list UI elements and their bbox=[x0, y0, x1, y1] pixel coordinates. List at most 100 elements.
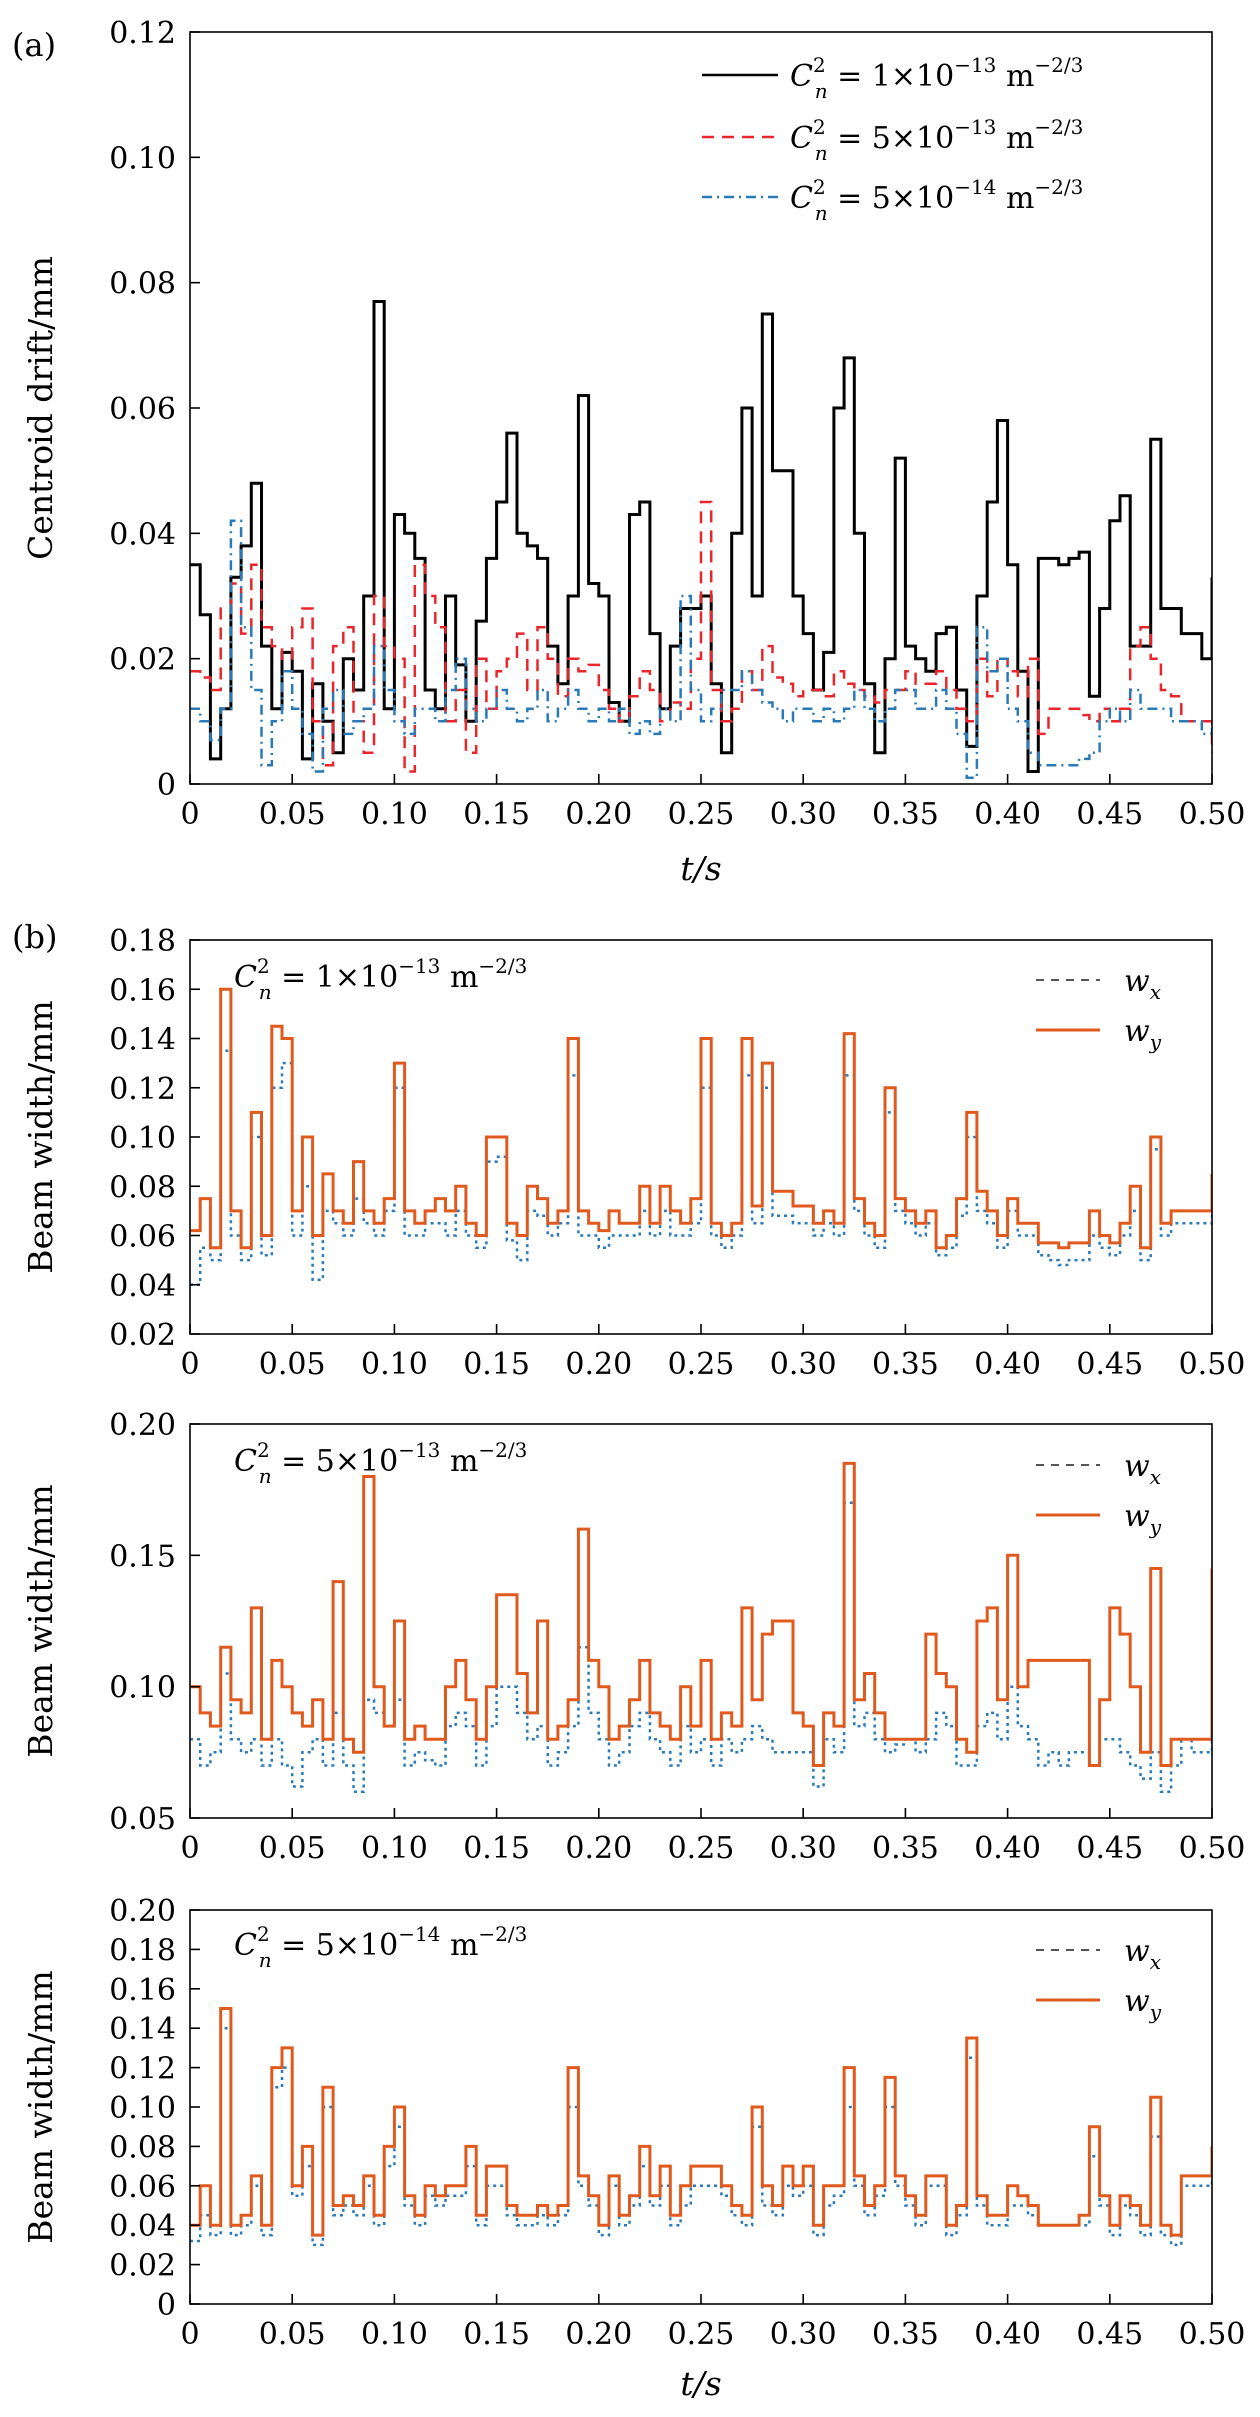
x-tick-label: 0 bbox=[180, 797, 199, 832]
y-tick-label: 0 bbox=[157, 2288, 176, 2323]
panel-a-xticks: 0 0.05 0.10 0.15 0.20 0.25 0.30 0.35 0.40 0.45 0.5… bbox=[180, 774, 1245, 832]
x-tick-label: 0.50 bbox=[1179, 797, 1246, 832]
x-tick-label: 0.15 bbox=[463, 1831, 530, 1866]
x-tick-label: 0.30 bbox=[770, 797, 837, 832]
x-tick-label: 0.40 bbox=[974, 2317, 1041, 2352]
panel-b3-lines bbox=[190, 2007, 1212, 2247]
x-tick-label: 0.25 bbox=[668, 2317, 735, 2352]
legend-wx: wx bbox=[1124, 1934, 1161, 1974]
x-tick-label: 0.50 bbox=[1179, 1831, 1246, 1866]
y-tick-label: 0.06 bbox=[109, 392, 176, 427]
y-tick-label: 0.12 bbox=[109, 16, 176, 51]
x-tick-label: 0.45 bbox=[1076, 1347, 1143, 1382]
series-line-1 bbox=[190, 987, 1212, 1250]
panel-label-b: (b) bbox=[12, 918, 57, 956]
x-tick-label: 0.10 bbox=[361, 1831, 428, 1866]
x-tick-label: 0.40 bbox=[974, 797, 1041, 832]
x-tick-label: 0.30 bbox=[770, 1831, 837, 1866]
panel-a-legend: C2 n = 1×10−13 m−2/3 C2 n = 5×10−13 m−2/3 … bbox=[702, 53, 1083, 225]
x-tick-label: 0.50 bbox=[1179, 2317, 1246, 2352]
y-tick-label: 0.16 bbox=[109, 1973, 176, 2008]
y-tick-label: 0.10 bbox=[109, 1121, 176, 1156]
panel-b1-ylabel: Beam width/mm bbox=[21, 1000, 60, 1273]
panel-b3-xlabel: t/s bbox=[680, 2364, 721, 2403]
y-tick-label: 0.04 bbox=[109, 2209, 176, 2244]
panel-b1-yticks: 0.02 0.04 0.06 0.08 0.10 0.12 0.14 0.16 0.18 bbox=[109, 924, 200, 1353]
y-tick-label: 0.02 bbox=[109, 2249, 176, 2284]
x-tick-label: 0.20 bbox=[565, 1831, 632, 1866]
x-tick-label: 0.35 bbox=[872, 1831, 939, 1866]
x-tick-label: 0.45 bbox=[1076, 2317, 1143, 2352]
y-tick-label: 0.08 bbox=[109, 267, 176, 302]
y-tick-label: 0.20 bbox=[109, 1408, 176, 1443]
x-tick-label: 0.20 bbox=[565, 797, 632, 832]
y-tick-label: 0.08 bbox=[109, 1170, 176, 1205]
x-tick-label: 0.15 bbox=[463, 2317, 530, 2352]
legend-cn2-5e-14: C2 n = 5×10−14 m−2/3 bbox=[790, 175, 1083, 225]
panel-label-a: (a) bbox=[12, 26, 56, 64]
x-tick-label: 0.05 bbox=[259, 1831, 326, 1866]
panel-a: (a) 0 0.05 0.10 0.15 0.20 0.25 0.30 0.35 0.40 0.4… bbox=[12, 16, 1245, 888]
x-tick-label: 0.20 bbox=[565, 1347, 632, 1382]
panel-b1-annotation: C2 n = 1×10−13 m−2/3 bbox=[234, 954, 527, 1004]
x-tick-label: 0.35 bbox=[872, 2317, 939, 2352]
y-tick-label: 0.20 bbox=[109, 1894, 176, 1929]
panel-a-yticks: 0 0.02 0.04 0.06 0.08 0.10 0.12 bbox=[109, 16, 200, 803]
x-tick-label: 0.40 bbox=[974, 1831, 1041, 1866]
x-tick-label: 0.25 bbox=[668, 1831, 735, 1866]
panel-b2-yticks: 0.05 0.10 0.15 0.20 bbox=[109, 1408, 200, 1837]
x-tick-label: 0.30 bbox=[770, 2317, 837, 2352]
legend-wy: wy bbox=[1124, 1014, 1162, 1054]
y-tick-label: 0.12 bbox=[109, 2052, 176, 2087]
y-tick-label: 0.05 bbox=[109, 1802, 176, 1837]
legend-wx: wx bbox=[1124, 964, 1161, 1004]
x-tick-label: 0.40 bbox=[974, 1347, 1041, 1382]
y-tick-label: 0.08 bbox=[109, 2130, 176, 2165]
y-tick-label: 0.10 bbox=[109, 2091, 176, 2126]
legend-wx: wx bbox=[1124, 1449, 1161, 1489]
series-line-0 bbox=[190, 300, 1212, 773]
x-tick-label: 0.25 bbox=[668, 797, 735, 832]
x-tick-label: 0.45 bbox=[1076, 1831, 1143, 1866]
y-tick-label: 0 bbox=[157, 768, 176, 803]
panel-b2-ylabel: Beam width/mm bbox=[21, 1484, 60, 1757]
panel-b3-legend: wx wy bbox=[1036, 1934, 1162, 2024]
panel-b1-lines bbox=[190, 987, 1212, 1287]
series-line-0 bbox=[190, 2026, 1212, 2247]
y-tick-label: 0.15 bbox=[109, 1539, 176, 1574]
y-tick-label: 0.04 bbox=[109, 517, 176, 552]
panel-b2-lines bbox=[190, 1461, 1212, 1793]
panel-b3-yticks: 0 0.02 0.04 0.06 0.08 0.10 0.12 0.14 0.16 0.18 0.2… bbox=[109, 1894, 200, 2323]
y-tick-label: 0.02 bbox=[109, 643, 176, 678]
x-tick-label: 0.05 bbox=[259, 1347, 326, 1382]
x-tick-label: 0.25 bbox=[668, 1347, 735, 1382]
y-tick-label: 0.18 bbox=[109, 924, 176, 959]
x-tick-label: 0.35 bbox=[872, 1347, 939, 1382]
y-tick-label: 0.10 bbox=[109, 1671, 176, 1706]
y-tick-label: 0.04 bbox=[109, 1269, 176, 1304]
y-tick-label: 0.16 bbox=[109, 973, 176, 1008]
y-tick-label: 0.06 bbox=[109, 1220, 176, 1255]
x-tick-label: 0.50 bbox=[1179, 1347, 1246, 1382]
series-line-1 bbox=[190, 1461, 1212, 1767]
legend-wy: wy bbox=[1124, 1984, 1162, 2024]
panel-b1: (b) 0 0.05 0.10 0.15 0.20 0.25 0.30 0.35 0.40 0.4… bbox=[12, 918, 1245, 1382]
panel-b2-annotation: C2 n = 5×10−13 m−2/3 bbox=[234, 1438, 527, 1488]
panel-b3-frame bbox=[189, 1909, 1213, 2305]
panel-a-xlabel: t/s bbox=[680, 849, 721, 888]
x-tick-label: 0.10 bbox=[361, 797, 428, 832]
panel-a-ylabel: Centroid drift/mm bbox=[21, 256, 60, 560]
x-tick-label: 0 bbox=[180, 2317, 199, 2352]
panel-a-lines bbox=[190, 300, 1212, 779]
legend-cn2-1e-13: C2 n = 1×10−13 m−2/3 bbox=[790, 53, 1083, 103]
x-tick-label: 0 bbox=[180, 1831, 199, 1866]
panel-b3-annotation: C2 n = 5×10−14 m−2/3 bbox=[234, 1922, 527, 1972]
legend-cn2-5e-13: C2 n = 5×10−13 m−2/3 bbox=[790, 115, 1083, 165]
y-tick-label: 0.02 bbox=[109, 1318, 176, 1353]
x-tick-label: 0.35 bbox=[872, 797, 939, 832]
panel-b1-legend: wx wy bbox=[1036, 964, 1162, 1054]
panel-b3-xticks: 0 0.05 0.10 0.15 0.20 0.25 0.30 0.35 0.40 0.45 0.5… bbox=[180, 2294, 1245, 2352]
panel-b3-ylabel: Beam width/mm bbox=[21, 1970, 60, 2243]
series-line-1 bbox=[190, 2007, 1212, 2237]
